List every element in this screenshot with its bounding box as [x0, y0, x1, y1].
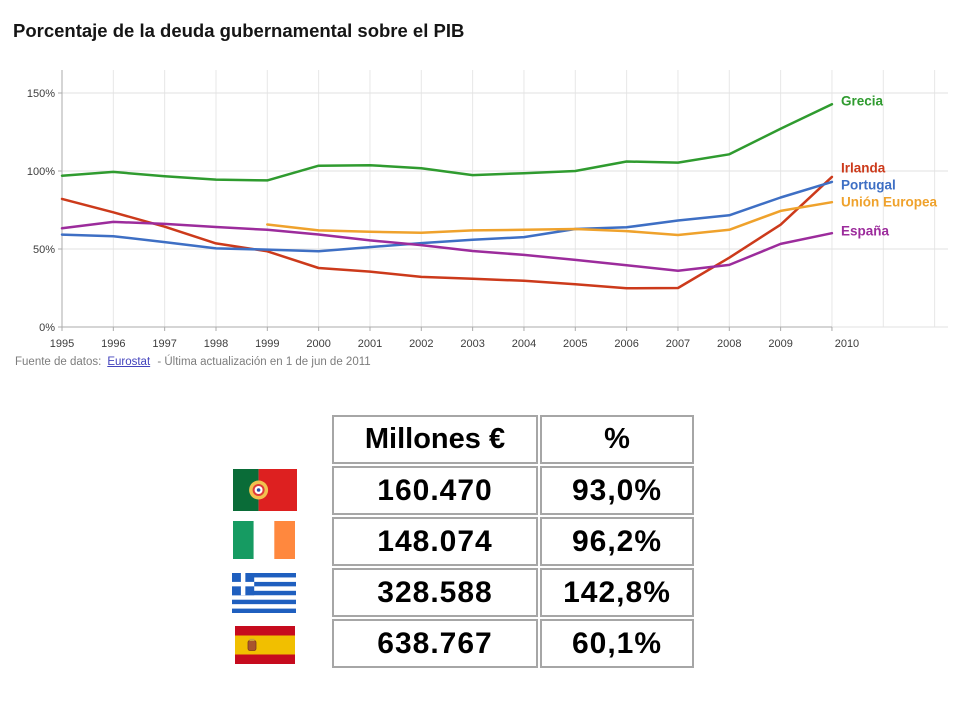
y-tick-label: 150%: [27, 88, 55, 100]
table-row-spain: 638.767 60,1%: [332, 619, 694, 668]
legend-label-irlanda: Irlanda: [841, 160, 886, 175]
x-tick-label: 2003: [460, 338, 484, 350]
x-tick-label: 2009: [768, 338, 792, 350]
x-tick-label: 2000: [306, 338, 330, 350]
eurostat-link[interactable]: Eurostat: [107, 356, 151, 368]
greece-millones: 328.588: [332, 568, 538, 617]
greece-pct: 142,8%: [540, 568, 694, 617]
x-tick-label: 1995: [50, 338, 74, 350]
legend-label-espa-a: España: [841, 224, 890, 239]
series-line-portugal: [60, 180, 834, 253]
debt-table: Millones € % 160.470 93,0% 148.074 96,2%…: [330, 413, 696, 670]
spain-millones: 638.767: [332, 619, 538, 668]
debt-to-gdp-chart: 0% 50% 100% 150% 1995 1996 1997 1998 1999 2000 200…: [0, 60, 960, 360]
table-row-portugal: 160.470 93,0%: [332, 466, 694, 515]
x-tick-label: 2002: [409, 338, 433, 350]
y-tick-label: 50%: [33, 244, 55, 256]
x-tick-label: 2001: [358, 338, 382, 350]
table-row-greece: 328.588 142,8%: [332, 568, 694, 617]
chart-canvas: 0% 50% 100% 150% 1995 1996 1997 1998 1999 2000 200…: [27, 70, 948, 350]
portugal-millones: 160.470: [332, 466, 538, 515]
series-line-uni-n-europea: [266, 200, 834, 237]
source-label: Fuente de datos:: [15, 356, 102, 368]
x-tick-label: 1998: [204, 338, 228, 350]
series-line-grecia: [60, 102, 834, 182]
x-tick-label: 1997: [152, 338, 176, 350]
ireland-millones: 148.074: [332, 517, 538, 566]
source-suffix: - Última actualización en 1 de jun de 20…: [157, 356, 371, 368]
x-tick-label: 2008: [717, 338, 741, 350]
greece-flag-icon: [232, 573, 296, 613]
col-header-pct: %: [540, 415, 694, 464]
x-tick-label: 2004: [512, 338, 536, 350]
ireland-pct: 96,2%: [540, 517, 694, 566]
spain-flag-icon: [235, 626, 295, 664]
table-header-row: Millones € %: [332, 415, 694, 464]
page-title: Porcentaje de la deuda gubernamental sob…: [13, 20, 465, 41]
col-header-millones: Millones €: [332, 415, 538, 464]
legend-label-uni-n-europea: Unión Europea: [841, 195, 937, 210]
legend-label-portugal: Portugal: [841, 177, 896, 192]
table-row-ireland: 148.074 96,2%: [332, 517, 694, 566]
legend-label-grecia: Grecia: [841, 94, 884, 109]
y-tick-label: 100%: [27, 166, 55, 178]
spain-pct: 60,1%: [540, 619, 694, 668]
x-tick-label: 2006: [614, 338, 638, 350]
x-tick-label: 2010: [835, 338, 859, 350]
x-tick-label: 1999: [255, 338, 279, 350]
portugal-pct: 93,0%: [540, 466, 694, 515]
x-tick-label: 1996: [101, 338, 125, 350]
series-line-irlanda: [60, 175, 834, 290]
x-tick-label: 2007: [666, 338, 690, 350]
portugal-flag-icon: [233, 469, 297, 511]
ireland-flag-icon: [233, 521, 295, 559]
x-tick-label: 2005: [563, 338, 587, 350]
chart-source: Fuente de datos: Eurostat - Última actual…: [15, 356, 371, 368]
y-tick-label: 0%: [39, 322, 55, 334]
series-line-espa-a: [60, 220, 834, 272]
